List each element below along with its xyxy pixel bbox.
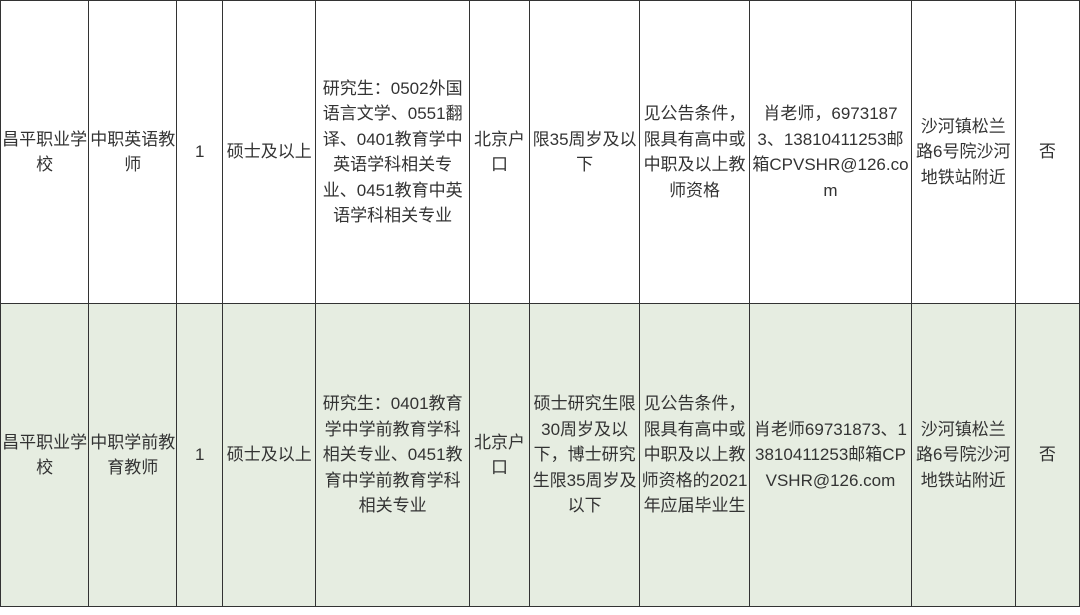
- cell-age: 限35周岁及以下: [530, 1, 640, 304]
- cell-hukou: 北京户口: [469, 304, 529, 607]
- cell-school: 昌平职业学校: [1, 304, 89, 607]
- table-row: 昌平职业学校 中职学前教育教师 1 硕士及以上 研究生：0401教育学中学前教育…: [1, 304, 1080, 607]
- cell-major: 研究生：0401教育学中学前教育学科相关专业、0451教育中学前教育学科相关专业: [316, 304, 470, 607]
- cell-contact: 肖老师69731873、13810411253邮箱CPVSHR@126.com: [750, 304, 912, 607]
- cell-position: 中职英语教师: [89, 1, 177, 304]
- cell-flag: 否: [1015, 1, 1079, 304]
- table-row: 昌平职业学校 中职英语教师 1 硕士及以上 研究生：0502外国语言文学、055…: [1, 1, 1080, 304]
- cell-address: 沙河镇松兰路6号院沙河地铁站附近: [911, 304, 1015, 607]
- cell-requirements: 见公告条件，限具有高中或中职及以上教师资格: [640, 1, 750, 304]
- cell-count: 1: [177, 304, 223, 607]
- recruitment-table: 昌平职业学校 中职英语教师 1 硕士及以上 研究生：0502外国语言文学、055…: [0, 0, 1080, 607]
- cell-count: 1: [177, 1, 223, 304]
- cell-degree: 硕士及以上: [223, 304, 316, 607]
- cell-flag: 否: [1015, 304, 1079, 607]
- cell-degree: 硕士及以上: [223, 1, 316, 304]
- cell-requirements: 见公告条件，限具有高中或中职及以上教师资格的2021年应届毕业生: [640, 304, 750, 607]
- cell-hukou: 北京户口: [469, 1, 529, 304]
- cell-school: 昌平职业学校: [1, 1, 89, 304]
- cell-position: 中职学前教育教师: [89, 304, 177, 607]
- cell-contact: 肖老师，69731873、13810411253邮箱CPVSHR@126.com: [750, 1, 912, 304]
- cell-age: 硕士研究生限30周岁及以下，博士研究生限35周岁及以下: [530, 304, 640, 607]
- cell-major: 研究生：0502外国语言文学、0551翻译、0401教育学中英语学科相关专业、0…: [316, 1, 470, 304]
- cell-address: 沙河镇松兰路6号院沙河地铁站附近: [911, 1, 1015, 304]
